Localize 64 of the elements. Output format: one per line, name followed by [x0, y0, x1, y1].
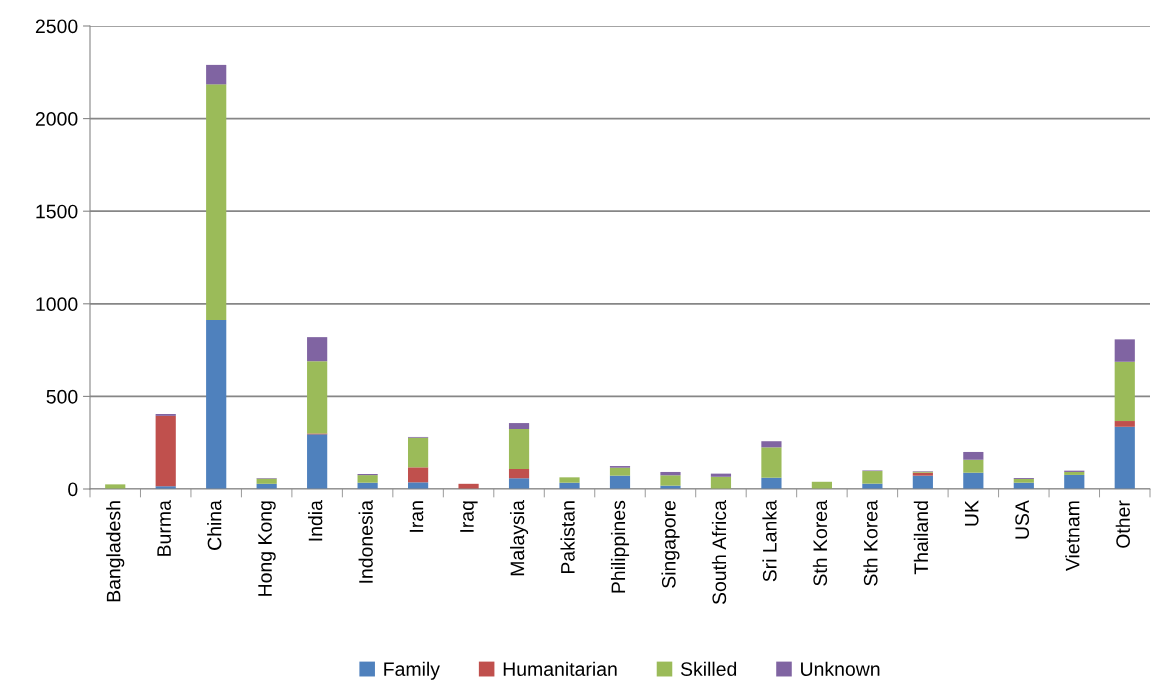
y-tick-label: 1000: [36, 297, 78, 312]
y-tick-label: 2000: [35, 112, 78, 126]
y-tick-label: 1500: [36, 204, 78, 219]
x-tick-label: USA: [1015, 500, 1030, 539]
x-tick-label: India: [308, 500, 323, 541]
bar: [559, 477, 580, 483]
bar: [508, 469, 530, 479]
bar: [1064, 474, 1085, 489]
legend-label: Humanitarian: [503, 661, 617, 676]
bar: [206, 64, 227, 85]
bar: [862, 471, 883, 484]
bar: [660, 475, 681, 486]
x-tick-label: Thailand: [913, 501, 929, 575]
y-tick-label: 0: [68, 482, 78, 497]
bar: [963, 472, 984, 489]
bar: [761, 447, 782, 478]
y-tick-label: 2500: [35, 19, 78, 34]
bar: [155, 415, 176, 487]
x-tick-label: Sth Korea: [863, 500, 878, 586]
bar: [761, 441, 782, 448]
bar: [1114, 421, 1135, 427]
bar: [408, 437, 429, 468]
bar: [609, 467, 631, 476]
x-tick-label: Malaysia: [509, 500, 529, 576]
x-tick-label: Sri Lanka: [762, 500, 777, 582]
bar: [1114, 426, 1135, 489]
legend-label: Unknown: [801, 661, 880, 676]
bar: [710, 473, 732, 477]
bar: [307, 361, 328, 434]
bar: [206, 320, 227, 489]
x-tick-label: Singapore: [661, 500, 680, 588]
legend-label: Skilled: [680, 661, 737, 676]
bar: [761, 477, 782, 489]
bar: [408, 467, 429, 483]
bar: [206, 84, 227, 321]
x-tick-label: Philippines: [610, 500, 630, 593]
bar: [1114, 361, 1135, 422]
bar: [660, 471, 681, 476]
x-tick-label: Sth Korea: [812, 500, 828, 586]
bar: [508, 478, 530, 489]
x-tick-label: China: [207, 500, 222, 550]
bar: [1013, 479, 1034, 483]
x-tick-label: Iraq: [460, 501, 478, 532]
bar: [307, 337, 328, 362]
x-tick-label: Other: [1115, 500, 1130, 548]
bar: [963, 451, 984, 460]
legend-label: Family: [384, 661, 440, 680]
x-tick-label: Bangladesh: [106, 501, 125, 602]
x-tick-label: UK: [964, 500, 979, 526]
x-tick-label: Hong Kong: [258, 501, 276, 596]
bar: [508, 423, 530, 429]
x-tick-label: Pakistan: [560, 501, 575, 574]
bar: [256, 478, 277, 484]
x-tick-label: Vietnam: [1065, 501, 1080, 572]
bar: [307, 434, 328, 489]
y-tick-label: 500: [46, 389, 78, 404]
x-tick-label: Iran: [409, 501, 424, 532]
bar: [508, 429, 530, 469]
bar: [963, 459, 984, 473]
x-tick-label: Burma: [157, 500, 171, 556]
bar: [357, 475, 378, 483]
bar: [1114, 339, 1135, 362]
x-tick-label: Indonesia: [358, 500, 373, 583]
x-tick-label: South Africa: [711, 500, 727, 605]
